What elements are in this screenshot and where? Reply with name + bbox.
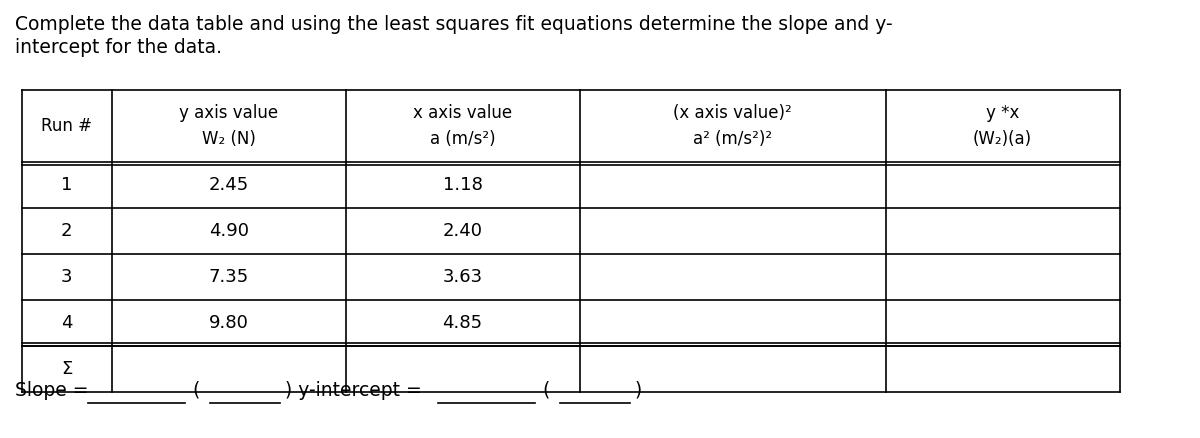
- Text: (W₂)(a): (W₂)(a): [973, 130, 1032, 148]
- Text: ): ): [635, 381, 642, 400]
- Text: 2.45: 2.45: [209, 176, 248, 194]
- Text: 2.40: 2.40: [443, 222, 482, 240]
- Text: (x axis value)²: (x axis value)²: [673, 104, 792, 122]
- Text: a² (m/s²)²: a² (m/s²)²: [694, 130, 772, 148]
- Text: W₂ (N): W₂ (N): [202, 130, 256, 148]
- Text: (: (: [542, 381, 550, 400]
- Text: x axis value: x axis value: [413, 104, 512, 122]
- Text: 7.35: 7.35: [209, 268, 248, 286]
- Text: Σ: Σ: [61, 360, 72, 378]
- Text: 4.90: 4.90: [209, 222, 248, 240]
- Text: 1.18: 1.18: [443, 176, 482, 194]
- Text: 3.63: 3.63: [443, 268, 482, 286]
- Text: Complete the data table and using the least squares fit equations determine the : Complete the data table and using the le…: [14, 15, 893, 34]
- Text: 4.85: 4.85: [443, 314, 482, 332]
- Text: Slope =: Slope =: [14, 381, 89, 400]
- Text: 3: 3: [61, 268, 72, 286]
- Text: a (m/s²): a (m/s²): [430, 130, 496, 148]
- Text: 1: 1: [61, 176, 72, 194]
- Text: 2: 2: [61, 222, 72, 240]
- Text: 9.80: 9.80: [209, 314, 248, 332]
- Text: y axis value: y axis value: [179, 104, 278, 122]
- Text: intercept for the data.: intercept for the data.: [14, 38, 222, 57]
- Text: Run #: Run #: [41, 117, 92, 135]
- Text: (: (: [192, 381, 199, 400]
- Text: ) y-intercept =: ) y-intercept =: [286, 381, 421, 400]
- Text: y *x: y *x: [986, 104, 1019, 122]
- Text: 4: 4: [61, 314, 72, 332]
